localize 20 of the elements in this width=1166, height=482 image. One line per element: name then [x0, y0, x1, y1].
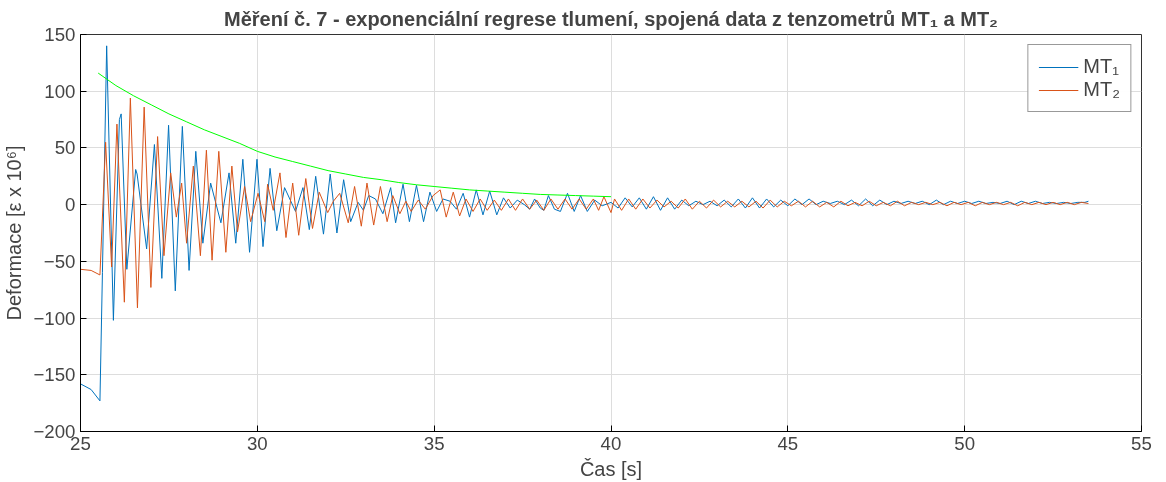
legend-label: MT₂ — [1083, 78, 1120, 101]
y-axis-title: Deformace [ε x 10⁶] — [3, 145, 26, 321]
line-series — [80, 97, 1089, 309]
y-tick-label: 100 — [44, 80, 76, 102]
x-tick-label: 50 — [954, 432, 976, 454]
y-tick-label: −100 — [33, 307, 76, 329]
y-tick-label: 50 — [54, 137, 76, 159]
x-tick-label: 35 — [423, 432, 445, 454]
y-tick-label: −50 — [43, 250, 76, 272]
chart-title: Měření č. 7 - exponenciální regrese tlumení, spojená data z tenzometrů MT₁ a MT₂ — [224, 7, 998, 30]
legend-label: MT₁ — [1083, 55, 1119, 78]
x-tick-label: 30 — [246, 432, 268, 454]
line-series — [97, 72, 612, 198]
x-tick-label: 45 — [777, 432, 799, 454]
y-tick-label: 150 — [44, 24, 76, 45]
y-tick-label: 0 — [65, 194, 76, 216]
x-tick-label: 55 — [1131, 432, 1152, 454]
y-tick-label: −150 — [33, 364, 76, 386]
x-axis-title: Čas [s] — [579, 457, 643, 480]
x-tick-label: 40 — [600, 432, 622, 454]
